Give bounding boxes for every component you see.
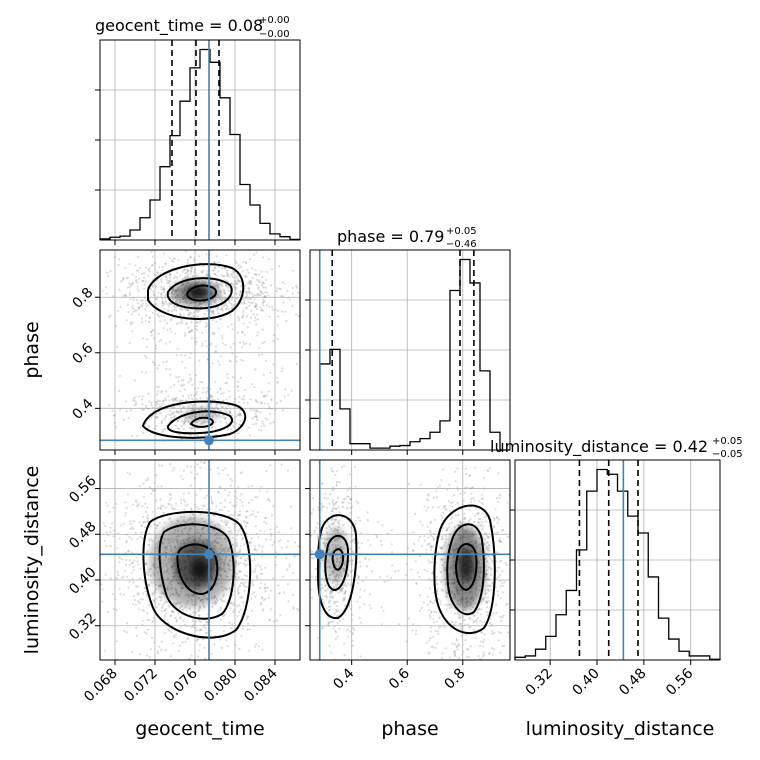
tick-label-luminosity-distance-3: 0.56 xyxy=(663,665,696,698)
tick-label-luminosity-distance-1: 0.40 xyxy=(66,564,99,597)
title-geocent-time-upper: +0.00 xyxy=(259,15,290,26)
ylabel-luminosity-distance: luminosity_distance xyxy=(21,466,43,655)
ylabel-phase: phase xyxy=(21,321,43,378)
tick-label-luminosity-distance-2: 0.48 xyxy=(66,519,99,552)
panel-hist-geocent-time: geocent_time = 0.08 +0.00 −0.00 xyxy=(95,15,301,245)
tick-label-geocent-time-1: 0.072 xyxy=(121,666,161,706)
tick-label-phase-0: 0.4 xyxy=(69,396,96,423)
panel-hist-phase: phase = 0.79 +0.05 −0.46 xyxy=(305,226,511,455)
xlabel-phase: phase xyxy=(381,718,438,740)
panel-2d-geocent-time-phase: 0.4 0.6 0.8 xyxy=(69,249,301,455)
tick-label-geocent-time-3: 0.080 xyxy=(201,666,241,706)
title-phase: phase = 0.79 xyxy=(337,227,444,246)
truth-point xyxy=(204,549,214,560)
tick-label-geocent-time-2: 0.076 xyxy=(161,665,201,705)
title-luminosity-distance: luminosity_distance = 0.42 xyxy=(490,437,708,457)
tick-label-luminosity-distance-1: 0.40 xyxy=(569,666,602,699)
histogram-phase xyxy=(309,258,510,451)
title-geocent-time-lower: −0.00 xyxy=(259,29,290,40)
tick-label-geocent-time-0: 0.068 xyxy=(81,666,121,706)
xlabel-luminosity-distance: luminosity_distance xyxy=(526,718,715,740)
tick-label-luminosity-distance-0: 0.32 xyxy=(66,610,99,643)
truth-point xyxy=(204,435,214,446)
tick-label-geocent-time-4: 0.084 xyxy=(241,665,281,705)
panel-2d-geocent-time-luminosity-distance: 0.068 0.072 0.076 0.080 0.084 0.32 0.40 0.48 0.5… xyxy=(66,459,301,706)
title-luminosity-distance-lower: −0.05 xyxy=(712,449,743,460)
truth-point xyxy=(314,549,325,560)
tick-label-phase-1: 0.6 xyxy=(69,340,96,367)
panel-hist-luminosity-distance: 0.32 0.40 0.48 0.56 luminosity_distance = 0… xyxy=(490,436,743,699)
histogram-geocent-time xyxy=(99,48,301,241)
panel-2d-phase-luminosity-distance: 0.4 0.6 0.8 xyxy=(305,459,511,693)
tick-label-luminosity-distance-0: 0.32 xyxy=(523,666,556,699)
tick-label-phase-1: 0.6 xyxy=(386,665,413,692)
tick-label-phase-2: 0.8 xyxy=(69,285,96,312)
tick-label-luminosity-distance-3: 0.56 xyxy=(66,473,99,506)
title-geocent-time: geocent_time = 0.08 xyxy=(95,16,263,36)
title-phase-upper: +0.05 xyxy=(446,226,477,237)
tick-label-luminosity-distance-2: 0.48 xyxy=(616,666,649,699)
title-luminosity-distance-upper: +0.05 xyxy=(712,436,743,447)
xlabel-geocent-time: geocent_time xyxy=(135,718,264,740)
title-phase-lower: −0.46 xyxy=(446,239,477,250)
tick-label-phase-0: 0.4 xyxy=(330,665,357,692)
tick-label-phase-2: 0.8 xyxy=(442,666,469,693)
histogram-luminosity-distance xyxy=(514,468,721,660)
